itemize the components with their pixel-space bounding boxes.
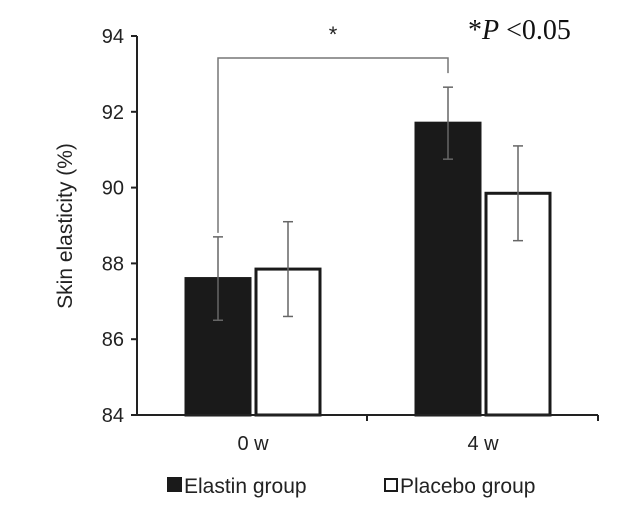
p-value-star: * (468, 15, 482, 46)
y-tick-label: 86 (102, 329, 124, 351)
x-tick-label: 4 w (467, 433, 499, 455)
x-axis-ticks: 0 w 4 w (237, 415, 599, 455)
y-tick-label: 92 (102, 102, 124, 124)
y-tick-label: 88 (102, 253, 124, 275)
p-value-letter: P (481, 15, 499, 46)
p-value-annotation: *P <0.05 (468, 15, 571, 46)
legend-swatch-elastin (167, 477, 182, 492)
bar-0-1 (414, 121, 482, 417)
p-value-threshold: <0.05 (499, 15, 571, 46)
y-tick-label: 94 (102, 26, 124, 48)
significance-star: * (329, 22, 338, 47)
y-tick-label: 84 (102, 405, 124, 427)
y-axis-ticks: 84 86 88 90 92 94 (102, 26, 137, 427)
legend-label-elastin: Elastin group (184, 475, 307, 498)
error-bars (213, 86, 523, 321)
y-axis-label: Skin elasticity (%) (54, 143, 77, 309)
y-tick-label: 90 (102, 178, 124, 200)
significance-bracket (217, 57, 449, 233)
legend: Elastin group Placebo group (167, 475, 535, 498)
legend-label-placebo: Placebo group (400, 475, 535, 498)
legend-swatch-placebo (384, 478, 398, 492)
x-tick-label: 0 w (237, 433, 269, 455)
bars (184, 121, 552, 417)
